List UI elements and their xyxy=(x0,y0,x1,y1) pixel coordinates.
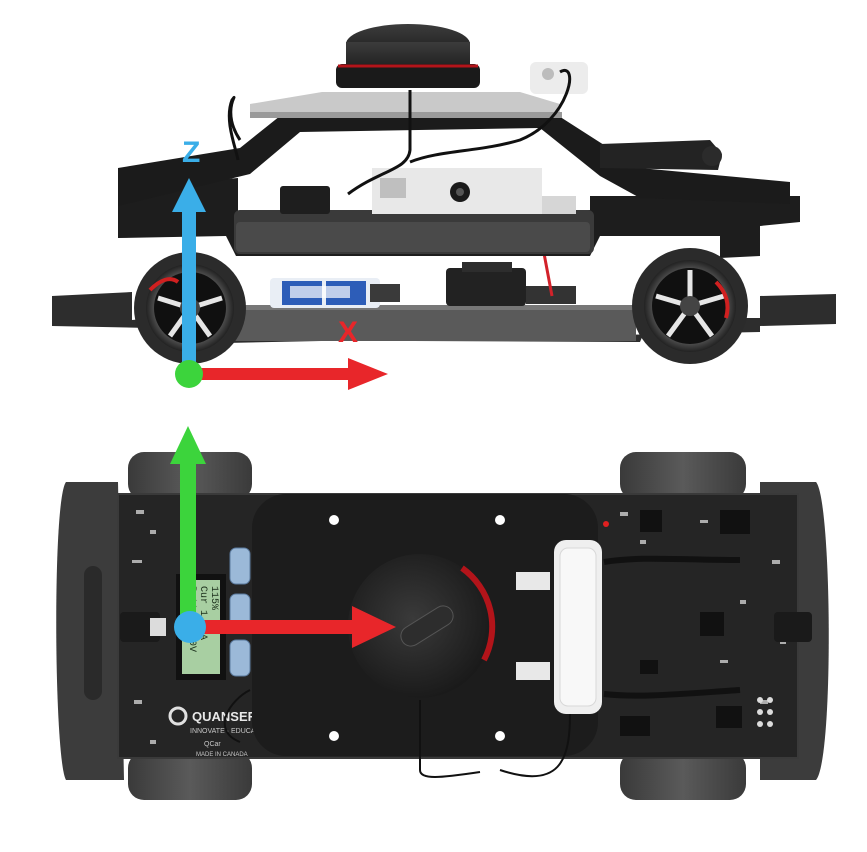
lidar-side xyxy=(336,24,480,88)
x-axis-arrowhead xyxy=(348,358,388,390)
front-connector xyxy=(774,612,812,642)
z-axis-shaft xyxy=(182,210,196,372)
y-axis-shaft xyxy=(180,460,196,632)
made-in-text: MADE IN CANADA xyxy=(196,752,248,758)
lcd-line-2: Cur 1.15A xyxy=(197,586,208,640)
top-origin xyxy=(174,611,206,643)
lcd-line-3: 115% xyxy=(208,586,219,610)
model-text: QCar xyxy=(204,741,221,748)
z-axis-arrowhead xyxy=(172,178,206,212)
tire-rear-right xyxy=(128,752,252,800)
mount-hole xyxy=(495,731,505,741)
z-axis-label: Z xyxy=(182,136,200,169)
side-rail xyxy=(236,305,636,341)
x-axis-shaft xyxy=(190,368,350,380)
tire-front-left xyxy=(620,452,746,500)
top-plate xyxy=(250,92,560,114)
lidar-top xyxy=(348,554,496,698)
front-wheel xyxy=(632,248,748,364)
top-view: Batte 12.0V Cur 1.15A 115% QUANSER INNOV… xyxy=(56,426,829,800)
side-view: Z X xyxy=(52,24,836,390)
y-axis-arrowhead xyxy=(170,426,206,464)
side-axes: Z X xyxy=(172,136,388,390)
imu-sensor xyxy=(530,62,588,94)
x-axis-arrowhead-top xyxy=(352,606,396,648)
mount-hole xyxy=(495,515,505,525)
module-box xyxy=(280,186,330,214)
x-axis-shaft-top xyxy=(196,620,356,634)
motor-block xyxy=(446,268,526,306)
mount-hole xyxy=(329,731,339,741)
upper-frame xyxy=(118,104,790,206)
mount-hole xyxy=(329,515,339,525)
side-origin xyxy=(175,360,203,388)
top-axes xyxy=(170,426,396,648)
x-axis-label: X xyxy=(338,316,358,349)
status-led xyxy=(603,521,609,527)
tire-front-right xyxy=(620,752,746,800)
